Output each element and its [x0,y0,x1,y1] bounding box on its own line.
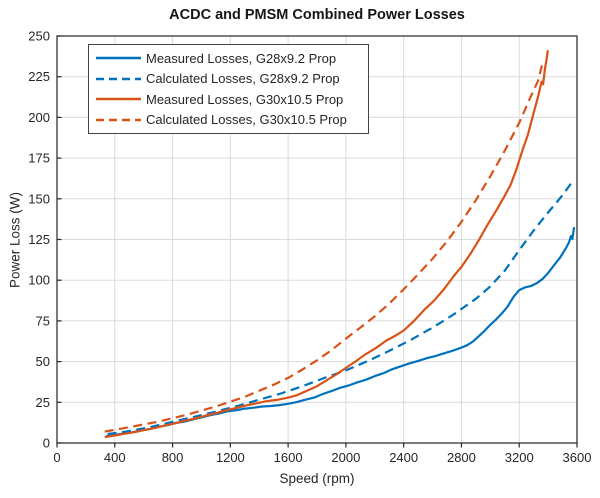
legend-line-solid-blue-icon [96,57,141,60]
series-line-2 [104,50,549,439]
y-tick-label: 0 [43,436,50,451]
legend-label: Calculated Losses, G28x9.2 Prop [146,71,340,87]
legend-item: Calculated Losses, G30x10.5 Prop [96,110,368,130]
x-tick-label: 2800 [447,450,476,465]
x-tick-label: 0 [53,450,60,465]
y-tick-label: 100 [28,273,50,288]
x-tick-label: 3600 [563,450,592,465]
x-axis-label: Speed (rpm) [279,471,355,486]
legend-label: Calculated Losses, G30x10.5 Prop [146,112,347,128]
y-tick-label: 250 [28,29,50,44]
series-line-3 [104,60,545,433]
y-tick-label: 75 [36,313,50,328]
x-tick-label: 1200 [216,450,245,465]
legend-line-dashed-orange-icon [96,118,141,121]
x-tick-label: 400 [104,450,126,465]
legend-label: Measured Losses, G28x9.2 Prop [146,50,337,66]
legend: Measured Losses, G28x9.2 Prop Calculated… [88,44,369,134]
x-tick-label: 1600 [274,450,303,465]
legend-line-dashed-blue-icon [96,77,141,80]
y-tick-label: 125 [28,232,50,247]
y-axis-label: Power Loss (W) [7,191,23,289]
x-tick-label: 2000 [331,450,360,465]
y-tick-label: 50 [36,354,50,369]
y-tick-label: 150 [28,191,50,206]
legend-item: Measured Losses, G30x10.5 Prop [96,89,368,109]
x-tick-label: 3200 [505,450,534,465]
legend-item: Measured Losses, G28x9.2 Prop [96,48,368,68]
y-tick-label: 175 [28,151,50,166]
x-tick-label: 2400 [389,450,418,465]
y-tick-label: 225 [28,69,50,84]
chart-title: ACDC and PMSM Combined Power Losses [169,7,465,23]
y-tick-label: 25 [36,395,50,410]
series-line-1 [107,180,574,436]
y-tick-label: 200 [28,110,50,125]
x-tick-label: 800 [162,450,184,465]
legend-label: Measured Losses, G30x10.5 Prop [146,91,344,107]
legend-item: Calculated Losses, G28x9.2 Prop [96,69,368,89]
legend-line-solid-orange-icon [96,98,141,101]
series-line-0 [105,226,576,438]
